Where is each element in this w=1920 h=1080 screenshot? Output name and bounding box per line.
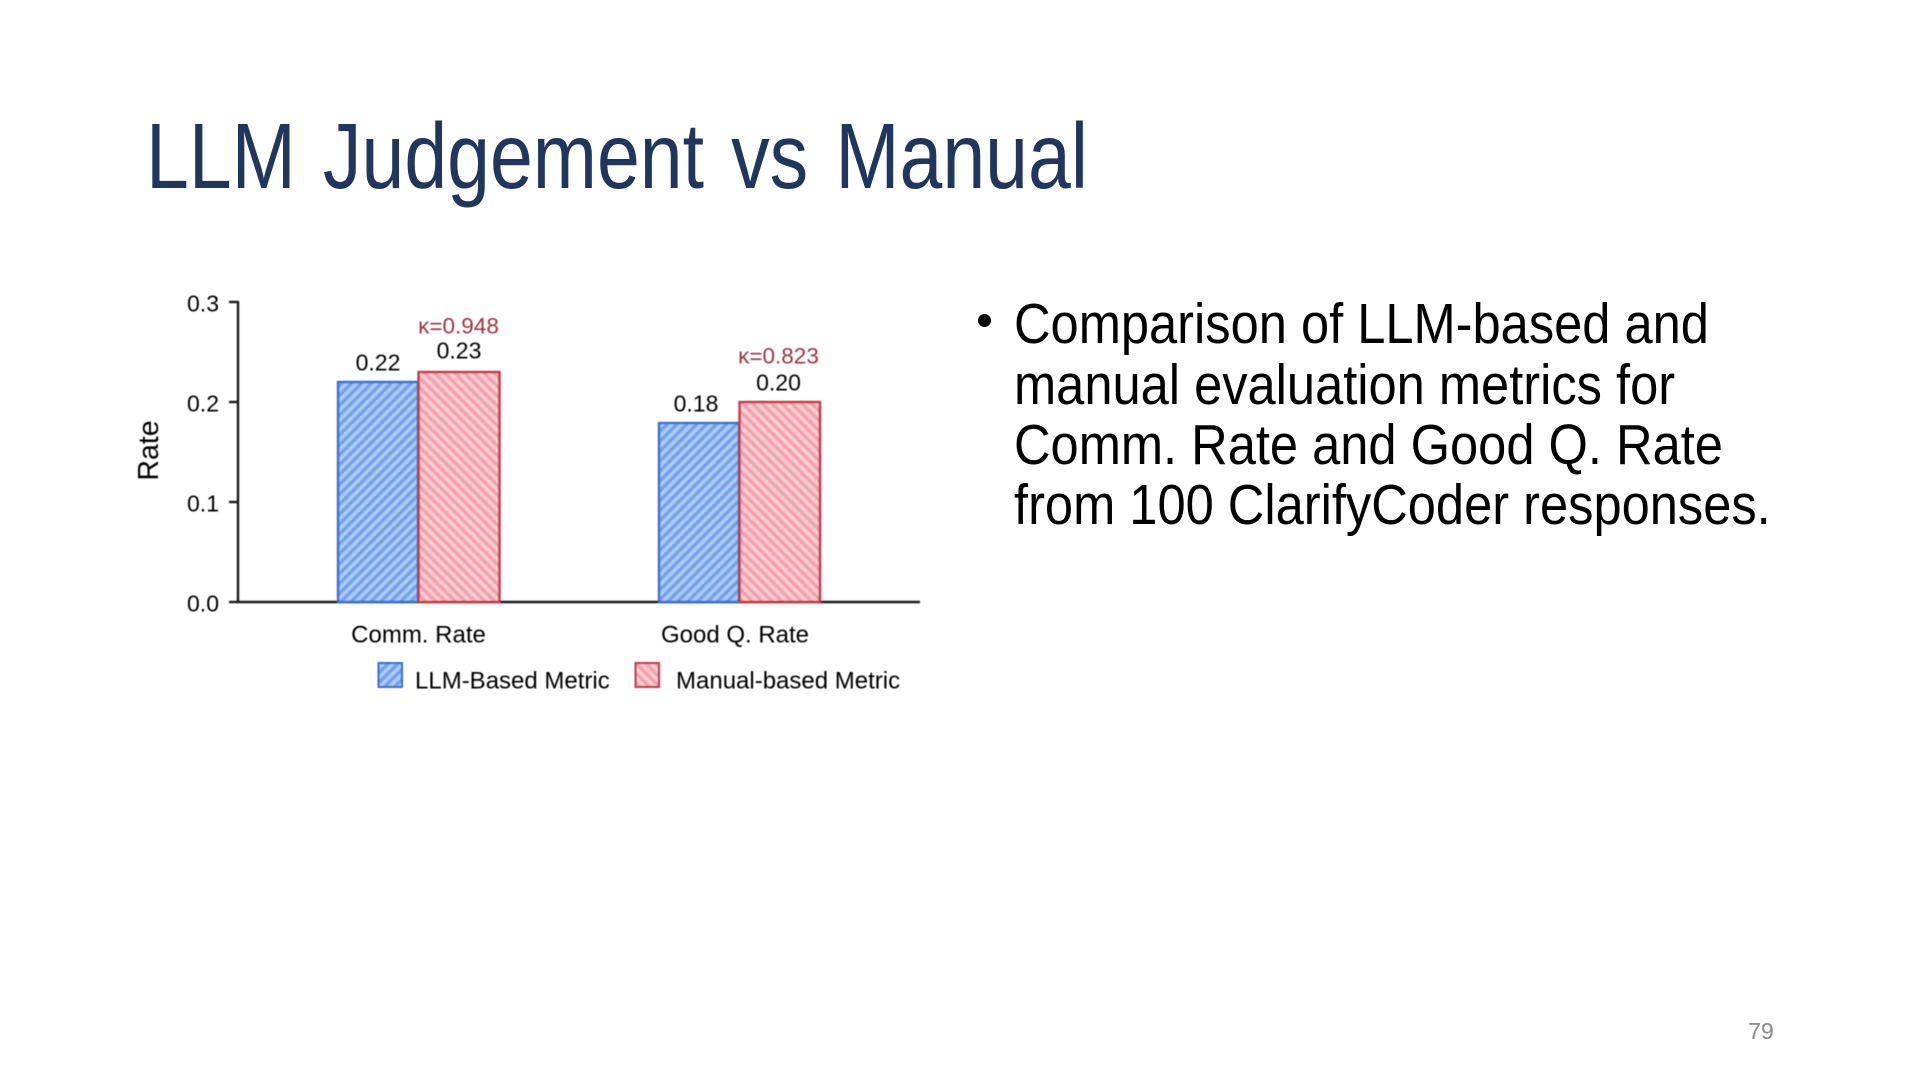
- svg-text:0.0: 0.0: [187, 591, 219, 617]
- svg-text:Manual-based Metric: Manual-based Metric: [676, 668, 900, 695]
- svg-text:LLM-Based Metric: LLM-Based Metric: [415, 668, 610, 695]
- svg-text:0.3: 0.3: [187, 291, 219, 317]
- svg-text:κ=0.823: κ=0.823: [738, 344, 819, 369]
- svg-text:0.1: 0.1: [187, 491, 219, 517]
- svg-text:0.18: 0.18: [674, 391, 719, 417]
- svg-text:0.20: 0.20: [756, 370, 801, 396]
- svg-text:Good Q. Rate: Good Q. Rate: [661, 622, 809, 649]
- svg-text:0.2: 0.2: [187, 391, 219, 417]
- svg-text:Rate: Rate: [133, 420, 165, 480]
- svg-text:0.23: 0.23: [437, 338, 482, 364]
- svg-text:0.22: 0.22: [356, 350, 401, 376]
- svg-text:κ=0.948: κ=0.948: [418, 314, 499, 339]
- svg-text:Comm. Rate: Comm. Rate: [351, 622, 486, 649]
